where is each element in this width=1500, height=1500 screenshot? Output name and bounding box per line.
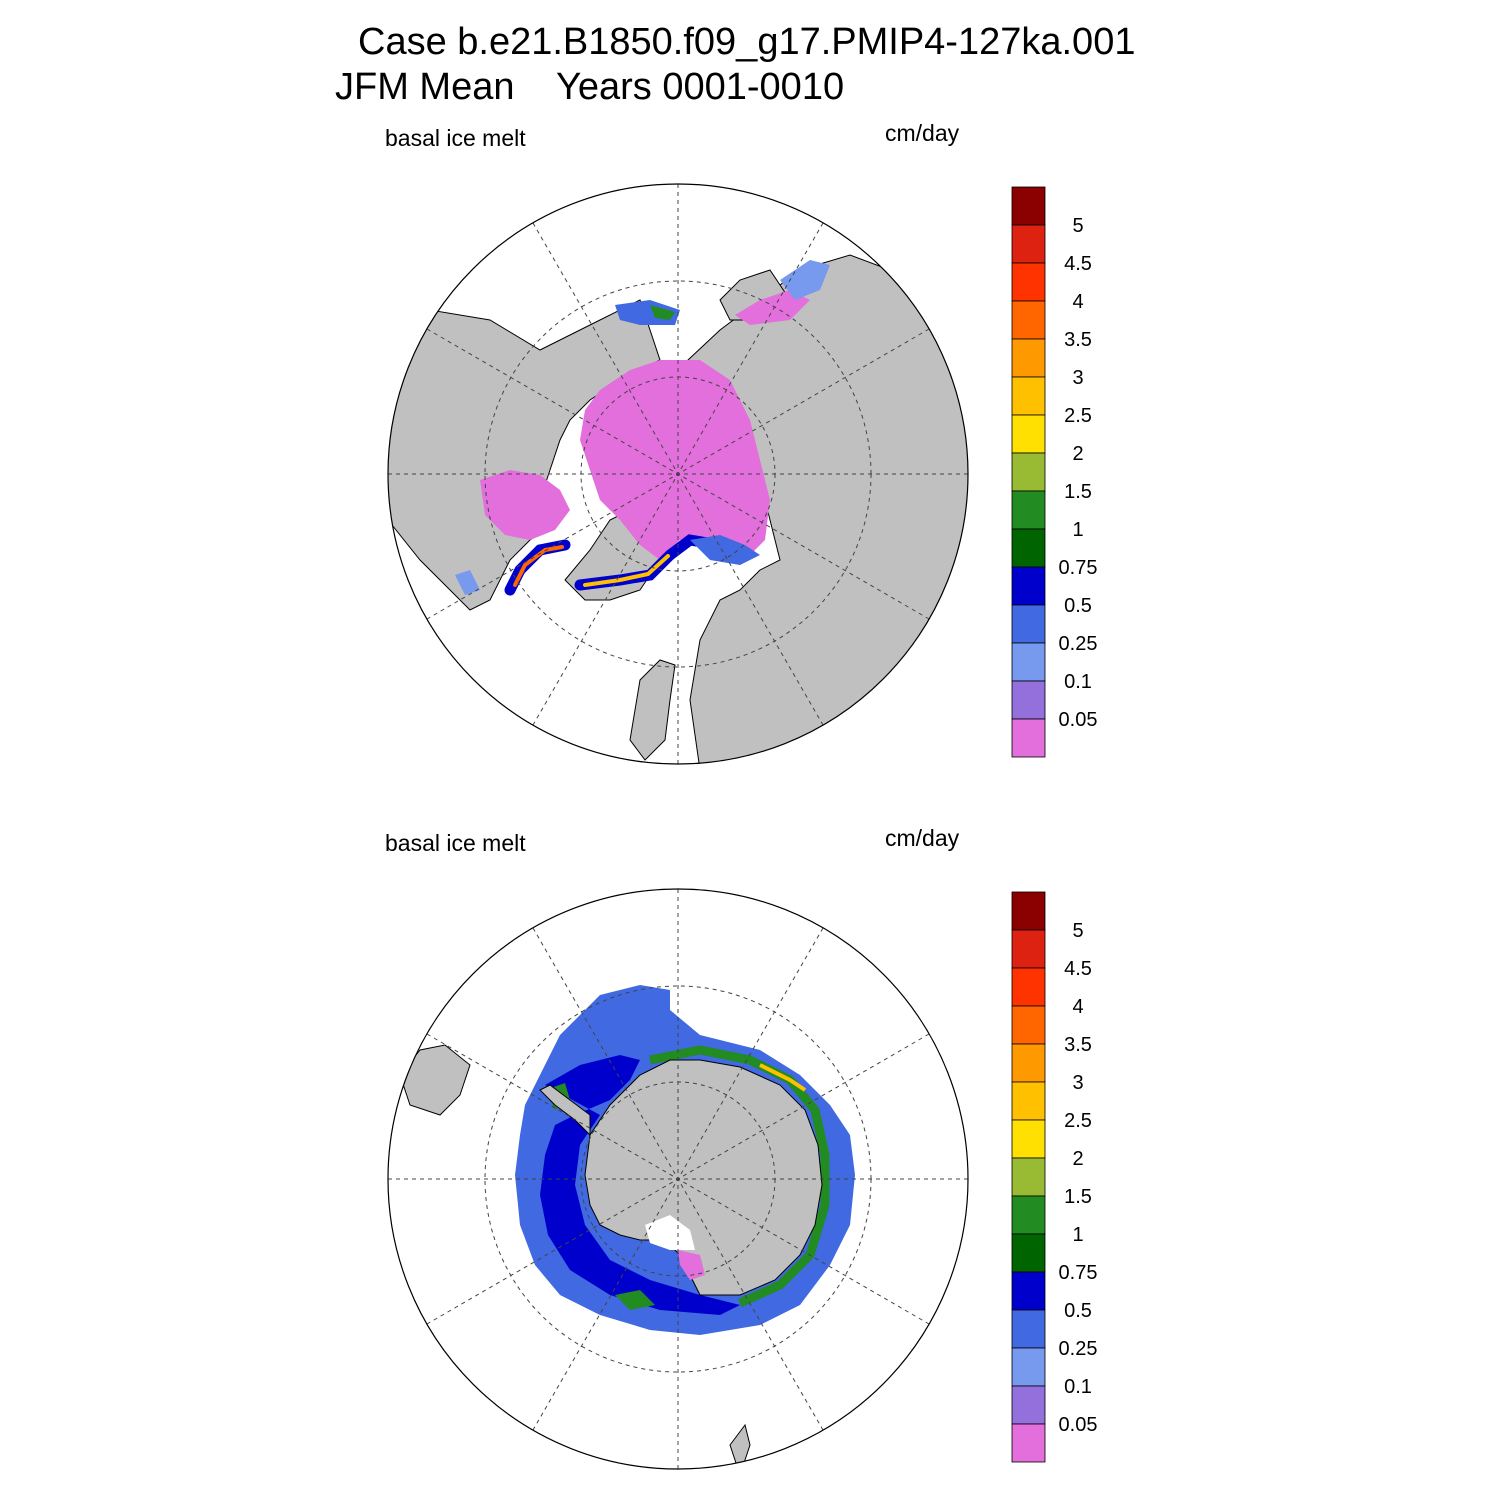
colorbar-label: 0.5	[1064, 595, 1092, 617]
okhotsk-ice	[780, 260, 830, 300]
colorbar-swatch	[1011, 262, 1046, 302]
panel-south-units: cm/day	[885, 825, 960, 851]
colorbar-label: 4	[1072, 996, 1083, 1018]
northamerica-land	[388, 299, 661, 611]
colorbar-swatch	[1011, 566, 1046, 606]
eastern-coastal-melt-hot	[759, 1063, 807, 1092]
baffin-ice-core	[650, 305, 675, 320]
colorbar-label: 1.5	[1064, 481, 1092, 503]
colorbar-label: 2.5	[1064, 405, 1092, 427]
colorbar-swatch	[1011, 452, 1046, 492]
colorbar-swatch	[1011, 1119, 1046, 1159]
colorbar-swatch	[1011, 338, 1046, 378]
bering-ice	[735, 290, 810, 325]
title-line-2: JFM Mean Years 0001-0010	[335, 66, 845, 108]
colorbar-swatch	[1011, 1005, 1046, 1045]
colorbar-label: 1	[1072, 1224, 1083, 1246]
arctic-basin-ice	[580, 360, 770, 565]
colorbar-label: 3	[1072, 1072, 1083, 1094]
colorbar-label: 0.25	[1059, 1338, 1098, 1360]
eurasia-land	[687, 254, 968, 764]
colorbar-label: 3	[1072, 367, 1083, 389]
colorbar-swatch	[1011, 300, 1046, 340]
colorbar-swatch	[1011, 376, 1046, 416]
colorbar-label: 1	[1072, 519, 1083, 541]
colorbar-label: 4.5	[1064, 958, 1092, 980]
colorbar-swatch	[1011, 1423, 1046, 1463]
colorbar-swatch	[1011, 680, 1046, 720]
uk-land	[629, 659, 676, 761]
panel-north-left-label: basal ice melt	[385, 125, 526, 151]
colorbar-swatch	[1011, 1081, 1046, 1121]
colorbar-label: 2	[1072, 443, 1083, 465]
colorbar-swatch	[1011, 186, 1046, 226]
ross-shelf-melt	[678, 1250, 705, 1280]
colorbar-label: 2	[1072, 1148, 1083, 1170]
south-map-boundary	[387, 888, 969, 1470]
colorbar-swatch	[1011, 967, 1046, 1007]
colorbar-label: 4	[1072, 291, 1083, 313]
ross-core-ice	[615, 1290, 655, 1310]
colorbar-swatch	[1011, 1233, 1046, 1273]
colorbar-label: 0.75	[1059, 557, 1098, 579]
colorbar-swatch	[1011, 528, 1046, 568]
colorbar-swatch	[1011, 642, 1046, 682]
north-colorbar: 5 4.5 4 3.5 3 2.5 2 1.5 1 0.75 0.5 0.25 0.1 0.05	[1011, 186, 1098, 758]
colorbar-swatch	[1011, 929, 1046, 969]
north-map-boundary	[387, 183, 969, 765]
colorbar-swatch	[1011, 891, 1046, 931]
colorbar-label: 3.5	[1064, 1034, 1092, 1056]
south-colorbar: 5 4.5 4 3.5 3 2.5 2 1.5 1 0.75 0.5 0.25 0.1 0.05	[1011, 891, 1098, 1463]
colorbar-swatch	[1011, 1309, 1046, 1349]
colorbar-swatch	[1011, 1385, 1046, 1425]
colorbar-swatch	[1011, 414, 1046, 454]
colorbar-swatch	[1011, 224, 1046, 264]
colorbar-label: 5	[1072, 215, 1083, 237]
gulf-st-lawrence-ice	[455, 570, 480, 595]
barents-melt	[690, 535, 760, 565]
panel-south-left-label: basal ice melt	[385, 830, 526, 856]
antarctica-land	[584, 1059, 823, 1296]
colorbar-label: 0.1	[1064, 671, 1092, 693]
colorbar-label: 0.75	[1059, 1262, 1098, 1284]
greenland-sea-melt-front-core	[583, 554, 670, 587]
colorbar-label: 3.5	[1064, 329, 1092, 351]
colorbar-label: 4.5	[1064, 253, 1092, 275]
ross-ice-shelf	[645, 1215, 695, 1250]
colorbar-swatch	[1011, 1157, 1046, 1197]
colorbar-label: 5	[1072, 920, 1083, 942]
title-line-1: Case b.e21.B1850.f09_g17.PMIP4-127ka.001	[358, 21, 1136, 63]
colorbar-swatch	[1011, 718, 1046, 758]
colorbar-label: 0.05	[1059, 1414, 1098, 1436]
eastern-coastal-melt	[649, 1045, 830, 1308]
colorbar-swatch	[1011, 1195, 1046, 1235]
labrador-melt-front-core	[513, 545, 564, 587]
colorbar-swatch	[1011, 604, 1046, 644]
colorbar-label: 0.1	[1064, 1376, 1092, 1398]
colorbar-label: 0.5	[1064, 1300, 1092, 1322]
colorbar-swatch	[1011, 1043, 1046, 1083]
hudson-bay-ice	[480, 470, 570, 540]
colorbar-label: 0.25	[1059, 633, 1098, 655]
colorbar-label: 0.05	[1059, 709, 1098, 731]
south-graticule	[388, 889, 968, 1469]
antarctic-peninsula-land	[539, 1084, 591, 1137]
colorbar-label: 2.5	[1064, 1110, 1092, 1132]
colorbar-label: 1.5	[1064, 1186, 1092, 1208]
colorbar-swatch	[1011, 1347, 1046, 1387]
north-graticule	[388, 184, 968, 764]
colorbar-swatch	[1011, 1271, 1046, 1311]
north-polar-map: 5 4.5 4 3.5 3 2.5 2 1.5 1 0.75 0.5 0.25 0.1 0.05	[387, 183, 1098, 765]
south-america-land	[399, 1044, 471, 1116]
colorbar-swatch	[1011, 490, 1046, 530]
south-polar-map: 5 4.5 4 3.5 3 2.5 2 1.5 1 0.75 0.5 0.25 0.1 0.05	[387, 888, 1098, 1470]
panel-north-units: cm/day	[885, 120, 960, 146]
